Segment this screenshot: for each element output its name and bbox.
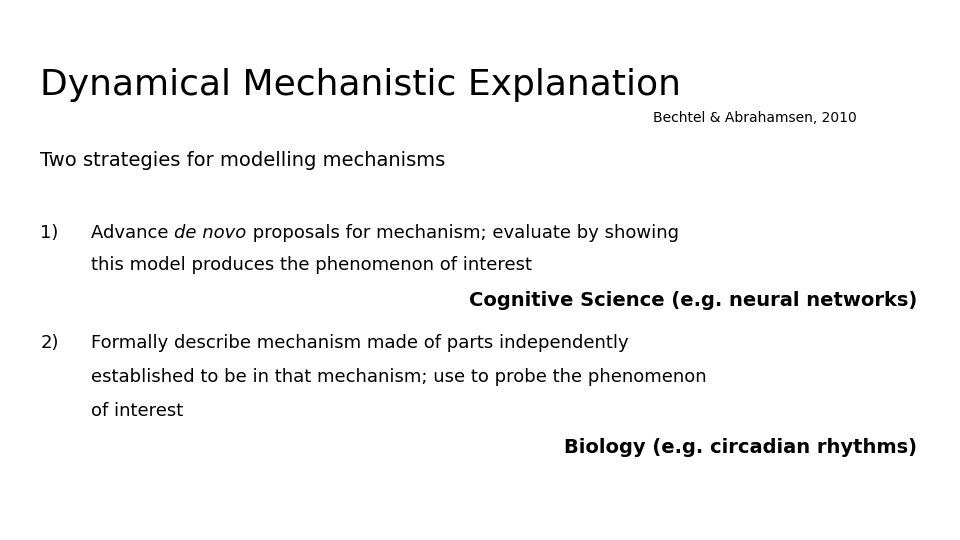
Text: 1): 1) bbox=[40, 224, 59, 242]
Text: Bechtel & Abrahamsen, 2010: Bechtel & Abrahamsen, 2010 bbox=[653, 111, 856, 125]
Text: established to be in that mechanism; use to probe the phenomenon: established to be in that mechanism; use… bbox=[91, 368, 707, 386]
Text: Dynamical Mechanistic Explanation: Dynamical Mechanistic Explanation bbox=[40, 68, 682, 102]
Text: Formally describe mechanism made of parts independently: Formally describe mechanism made of part… bbox=[91, 334, 629, 352]
Text: of interest: of interest bbox=[91, 402, 183, 420]
Text: proposals for mechanism; evaluate by showing: proposals for mechanism; evaluate by sho… bbox=[247, 224, 679, 242]
Text: 2): 2) bbox=[40, 334, 59, 352]
Text: Two strategies for modelling mechanisms: Two strategies for modelling mechanisms bbox=[40, 151, 445, 170]
Text: Cognitive Science (e.g. neural networks): Cognitive Science (e.g. neural networks) bbox=[468, 291, 917, 309]
Text: Advance: Advance bbox=[91, 224, 175, 242]
Text: Biology (e.g. circadian rhythms): Biology (e.g. circadian rhythms) bbox=[564, 438, 917, 457]
Text: de novo: de novo bbox=[175, 224, 247, 242]
Text: this model produces the phenomenon of interest: this model produces the phenomenon of in… bbox=[91, 256, 532, 274]
